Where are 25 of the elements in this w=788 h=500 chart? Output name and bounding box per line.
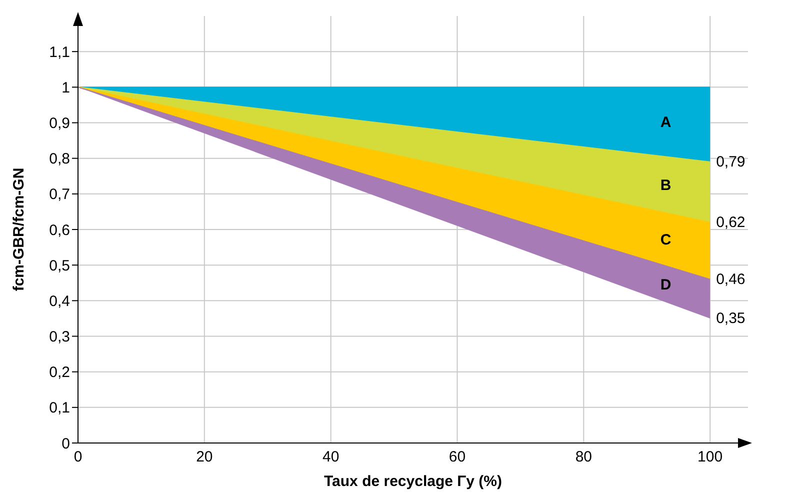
y-tick-label: 0,7 — [49, 186, 70, 204]
y-tick-label: 1,1 — [49, 44, 70, 61]
y-tick-label: 0,5 — [49, 257, 70, 274]
y-tick-label: 0,3 — [49, 328, 70, 346]
y-tick-label: 0,4 — [49, 292, 70, 310]
y-tick-label: 0,8 — [49, 150, 70, 168]
y-tick-label: 0,9 — [49, 115, 70, 132]
x-tick-label: 100 — [698, 448, 723, 466]
y-axis-title: fcm-GBR/fcm-GN — [10, 168, 28, 292]
x-tick-label: 80 — [575, 448, 592, 466]
y-tick-label: 0,6 — [49, 222, 70, 239]
annotation: 0,35 — [716, 310, 746, 327]
y-tick-label: 1 — [62, 79, 70, 96]
series-label: D — [660, 276, 672, 294]
annotation: 0,62 — [716, 214, 746, 231]
y-tick-label: 0,2 — [49, 364, 70, 382]
y-tick-label: 0 — [62, 435, 70, 452]
x-axis-title: Taux de recyclage Γy (%) — [324, 473, 502, 490]
x-tick-label: 60 — [448, 448, 466, 466]
x-tick-label: 40 — [322, 448, 340, 466]
annotation: 0,79 — [716, 153, 746, 170]
annotation: 0,46 — [716, 270, 746, 288]
x-tick-label: 0 — [74, 448, 82, 466]
x-tick-label: 20 — [196, 448, 213, 466]
y-tick-label: 0,1 — [49, 400, 70, 417]
